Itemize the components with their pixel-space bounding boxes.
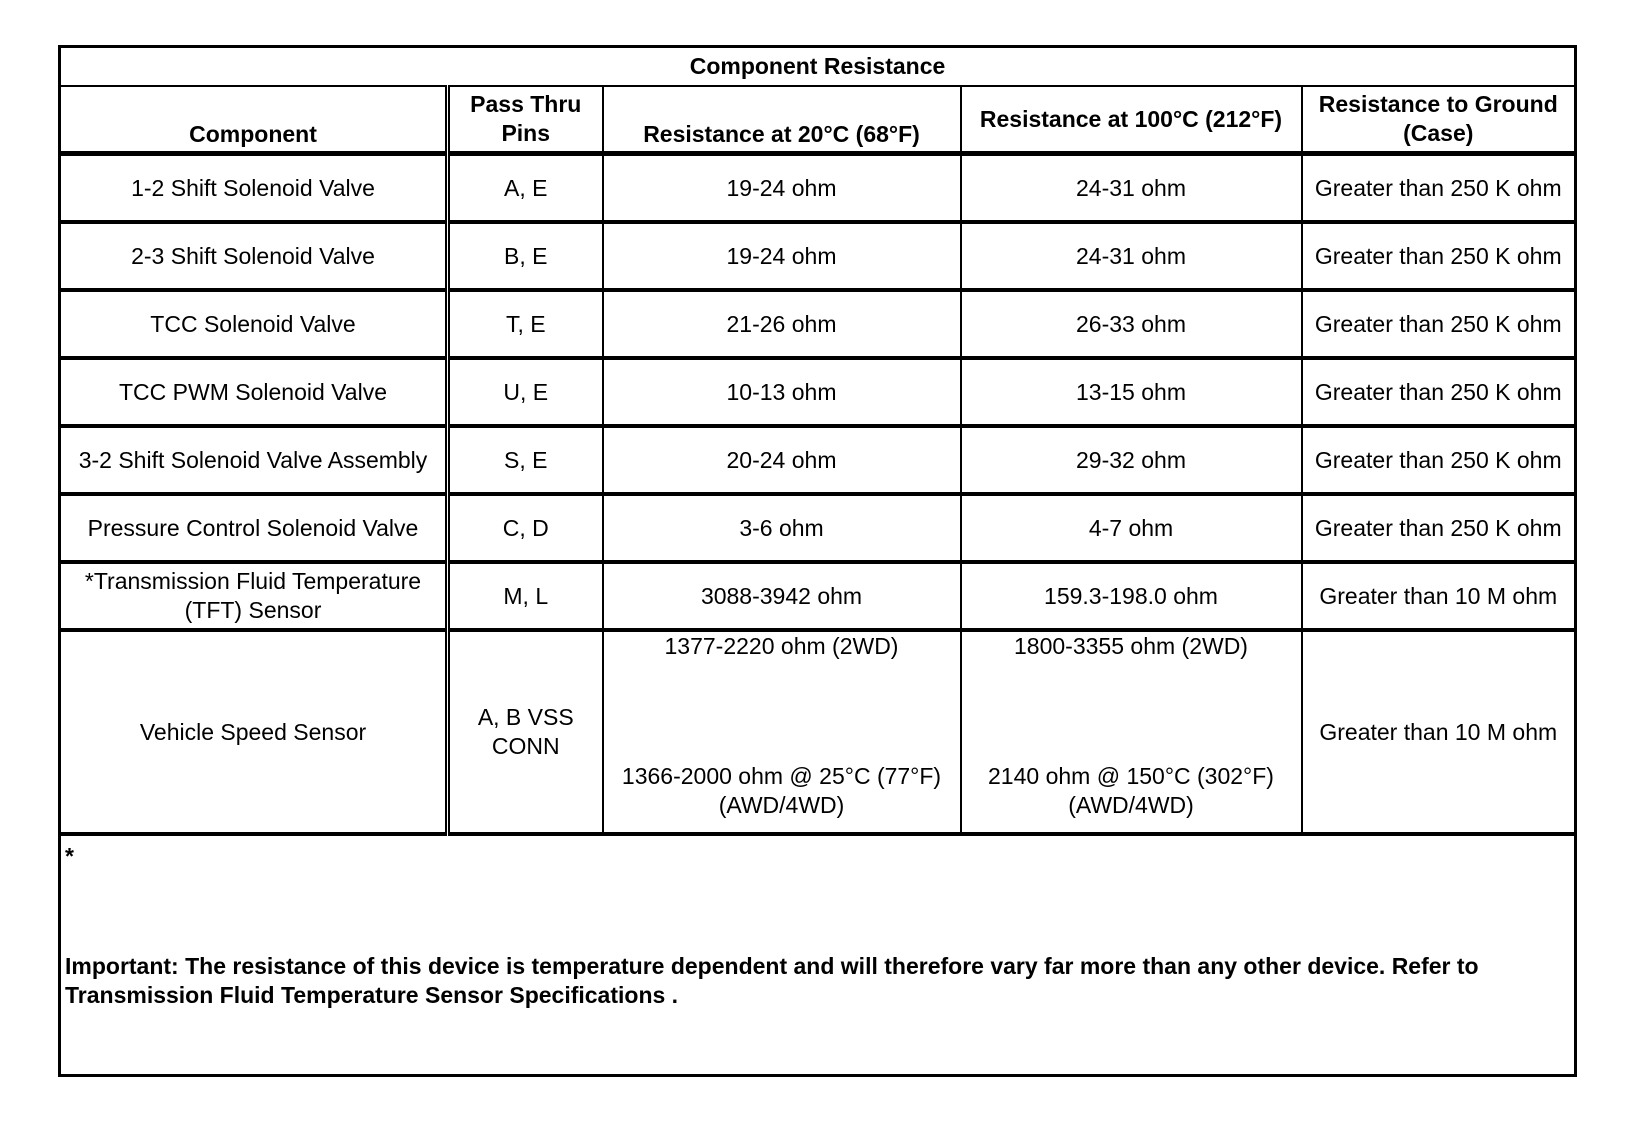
header-resistance-100c: Resistance at 100°C (212°F) — [959, 85, 1303, 156]
r20-2wd: 1377-2220 ohm (2WD) — [664, 633, 899, 659]
cell-ground: Greater than 250 K ohm — [1300, 493, 1577, 564]
cell-ground: Greater than 250 K ohm — [1300, 152, 1577, 224]
cell-r100: 24-31 ohm — [959, 152, 1303, 224]
cell-r20: 21-26 ohm — [601, 289, 962, 360]
cell-pins: B, E — [446, 221, 604, 292]
footnote-star: * — [65, 843, 74, 869]
cell-r100: 26-33 ohm — [959, 289, 1303, 360]
component-resistance-table: Component Resistance Component Pass Thru… — [58, 45, 1578, 1077]
table-row-vss: Vehicle Speed Sensor A, B VSS CONN 1377-… — [58, 629, 1577, 836]
cell-r20: 3-6 ohm — [601, 493, 962, 564]
cell-ground: Greater than 250 K ohm — [1300, 357, 1577, 428]
footnote: * Important: The resistance of this devi… — [58, 833, 1577, 1077]
cell-ground: Greater than 10 M ohm — [1300, 629, 1577, 836]
footnote-text: Important: The resistance of this device… — [65, 953, 1479, 1008]
cell-r100: 24-31 ohm — [959, 221, 1303, 292]
cell-r100: 13-15 ohm — [959, 357, 1303, 428]
header-component: Component — [58, 85, 450, 156]
cell-component: *Transmission Fluid Temperature (TFT) Se… — [58, 561, 450, 632]
cell-r100: 1800-3355 ohm (2WD) 2140 ohm @ 150°C (30… — [959, 629, 1303, 836]
cell-r20: 20-24 ohm — [601, 425, 962, 496]
cell-component: 2-3 Shift Solenoid Valve — [58, 221, 450, 292]
cell-ground: Greater than 250 K ohm — [1300, 221, 1577, 292]
cell-ground: Greater than 250 K ohm — [1300, 289, 1577, 360]
cell-pins: A, B VSS CONN — [446, 629, 604, 836]
cell-pins: U, E — [446, 357, 604, 428]
cell-component: Pressure Control Solenoid Valve — [58, 493, 450, 564]
cell-component: 1-2 Shift Solenoid Valve — [58, 152, 450, 224]
cell-r20: 1377-2220 ohm (2WD) 1366-2000 ohm @ 25°C… — [601, 629, 962, 836]
cell-ground: Greater than 250 K ohm — [1300, 425, 1577, 496]
cell-pins: M, L — [446, 561, 604, 632]
cell-pins: S, E — [446, 425, 604, 496]
header-resistance-ground: Resistance to Ground (Case) — [1300, 85, 1577, 156]
cell-r20: 10-13 ohm — [601, 357, 962, 428]
r20-awd: 1366-2000 ohm @ 25°C (77°F) (AWD/4WD) — [621, 763, 942, 818]
cell-r20: 3088-3942 ohm — [601, 561, 962, 632]
table-row: Pressure Control Solenoid Valve C, D 3-6 o… — [58, 493, 1577, 564]
table-row: 1-2 Shift Solenoid Valve A, E 19-24 ohm 24-… — [58, 152, 1577, 224]
cell-r100: 29-32 ohm — [959, 425, 1303, 496]
cell-component: TCC Solenoid Valve — [58, 289, 450, 360]
cell-component: 3-2 Shift Solenoid Valve Assembly — [58, 425, 450, 496]
r100-awd: 2140 ohm @ 150°C (302°F) (AWD/4WD) — [988, 763, 1274, 818]
cell-r100: 4-7 ohm — [959, 493, 1303, 564]
table-row: TCC PWM Solenoid Valve U, E 10-13 ohm 13-15… — [58, 357, 1577, 428]
cell-r100: 159.3-198.0 ohm — [959, 561, 1303, 632]
cell-r20: 19-24 ohm — [601, 221, 962, 292]
table-row: TCC Solenoid Valve T, E 21-26 ohm 26-33 ohm… — [58, 289, 1577, 360]
cell-pins: C, D — [446, 493, 604, 564]
cell-component: TCC PWM Solenoid Valve — [58, 357, 450, 428]
table-row: *Transmission Fluid Temperature (TFT) Se… — [58, 561, 1577, 632]
header-pins: Pass Thru Pins — [446, 85, 604, 156]
cell-component: Vehicle Speed Sensor — [58, 629, 450, 836]
cell-pins: T, E — [446, 289, 604, 360]
cell-pins: A, E — [446, 152, 604, 224]
table-row: 3-2 Shift Solenoid Valve Assembly S, E 20-… — [58, 425, 1577, 496]
table-row: 2-3 Shift Solenoid Valve B, E 19-24 ohm 24-… — [58, 221, 1577, 292]
header-resistance-20c: Resistance at 20°C (68°F) — [601, 85, 962, 156]
r100-2wd: 1800-3355 ohm (2WD) — [1014, 633, 1248, 659]
table-title: Component Resistance — [58, 45, 1577, 87]
cell-r20: 19-24 ohm — [601, 152, 962, 224]
cell-ground: Greater than 10 M ohm — [1300, 561, 1577, 632]
